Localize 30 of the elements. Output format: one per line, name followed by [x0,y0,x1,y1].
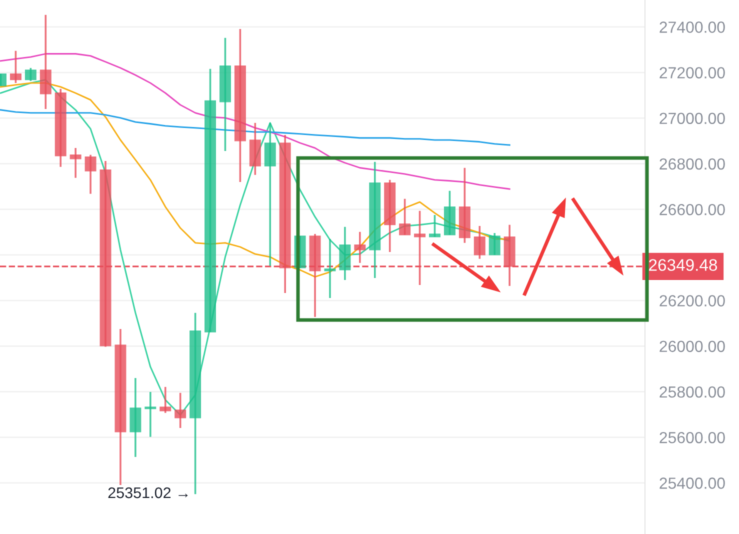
y-tick-label: 25800.00 [660,386,725,398]
candlestick [160,386,172,414]
y-tick-label: 26600.00 [660,204,725,216]
candlestick [144,391,156,438]
y-tick-label: 26000.00 [660,340,725,352]
y-tick-label: 27200.00 [660,67,725,78]
annotation: 25351.02 → [108,487,188,498]
candlestick [10,50,22,84]
line-series [0,109,510,146]
y-tick-label: 25400.00 [660,478,725,489]
candlestick [24,67,36,82]
y-tick-label: 25600.00 [660,432,725,444]
y-tick-label: 27400.00 [660,22,725,33]
candlestick [40,14,52,110]
candlestick [474,225,486,260]
y-tick-label: 26800.00 [660,158,725,170]
candlestick [488,232,500,256]
y-tick-label: 27000.00 [660,112,725,124]
line-series [0,53,510,190]
candlestick [130,377,142,458]
candlestick [84,154,96,195]
y-tick-label: 26200.00 [660,295,725,306]
candlestick [324,238,336,299]
candlestick [399,198,411,236]
candlestick [70,147,82,179]
candlestick [174,392,186,429]
candlestick [429,214,440,238]
ref-line-label: 26349.48 [649,259,718,271]
candlestick [354,230,366,264]
candlestick [264,122,276,267]
